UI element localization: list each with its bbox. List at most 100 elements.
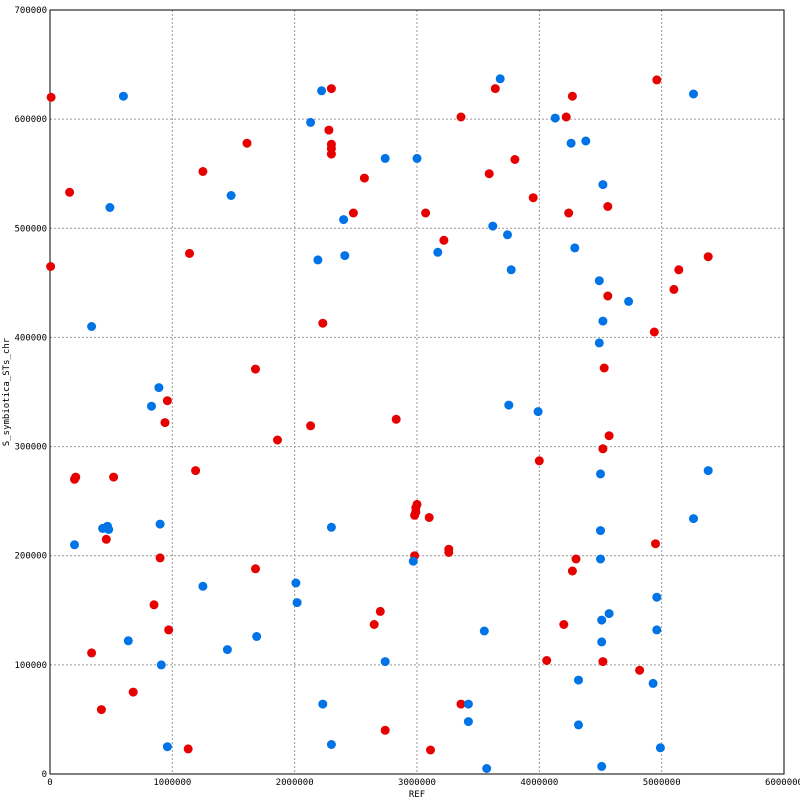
data-point: [118, 91, 128, 101]
data-point: [104, 525, 114, 534]
data-point: [359, 173, 369, 183]
data-point: [594, 338, 604, 348]
x-axis-label: REF: [409, 790, 425, 800]
x-tick-label: 4000000: [520, 778, 558, 788]
data-point: [566, 138, 576, 148]
y-tick-label: 700000: [14, 6, 47, 16]
data-point: [597, 761, 607, 771]
data-point: [318, 318, 328, 328]
data-point: [439, 235, 449, 245]
data-point: [313, 255, 323, 265]
data-point: [567, 566, 577, 576]
data-point: [292, 598, 302, 608]
x-tick-label: 5000000: [643, 778, 681, 788]
data-point: [96, 705, 106, 715]
data-point: [375, 606, 385, 616]
data-point: [191, 466, 201, 476]
data-point: [488, 221, 498, 231]
data-point: [306, 117, 316, 127]
data-point: [251, 364, 260, 374]
y-tick-label: 600000: [14, 115, 47, 125]
data-point: [324, 125, 334, 135]
data-point: [147, 401, 156, 411]
data-point: [251, 564, 260, 574]
data-point: [391, 414, 401, 424]
plot-frame: [49, 9, 785, 775]
data-point: [652, 75, 662, 85]
data-point: [369, 620, 379, 629]
data-point: [318, 699, 328, 709]
data-point: [635, 665, 645, 675]
data-point: [703, 466, 713, 476]
data-point: [380, 725, 390, 735]
data-point: [534, 456, 544, 466]
data-point: [444, 544, 454, 554]
data-point: [252, 632, 262, 641]
y-tick-label: 200000: [14, 552, 47, 562]
data-point: [456, 699, 466, 709]
data-point: [495, 74, 505, 84]
data-point: [598, 657, 608, 667]
data-point: [506, 265, 516, 275]
data-point: [123, 636, 133, 646]
data-point: [340, 251, 350, 261]
data-point: [101, 534, 111, 544]
x-tick-label: 0: [47, 778, 52, 788]
data-point: [669, 284, 679, 294]
data-point: [574, 720, 583, 730]
data-point: [339, 215, 349, 225]
data-point: [463, 699, 473, 709]
x-tick-label: 1000000: [153, 778, 191, 788]
data-point: [567, 91, 577, 101]
data-point: [542, 656, 552, 665]
data-point: [164, 625, 174, 635]
data-point: [433, 247, 443, 257]
data-point: [183, 744, 193, 754]
data-point: [703, 252, 713, 262]
data-point: [380, 153, 390, 163]
data-point: [326, 522, 336, 532]
data-point: [655, 743, 665, 753]
data-point: [162, 396, 172, 406]
data-point: [674, 265, 684, 275]
data-point: [65, 187, 75, 197]
data-point: [598, 180, 608, 190]
data-point: [571, 554, 581, 564]
data-point: [533, 407, 543, 417]
data-point: [380, 657, 390, 667]
data-point: [561, 112, 571, 122]
data-point: [408, 556, 418, 566]
data-point: [598, 316, 608, 326]
data-point: [597, 637, 607, 647]
tick-labels: 0 1000000 2000000 3000000 4000000 5000000 6000…: [14, 6, 800, 788]
data-point: [155, 519, 165, 529]
data-point: [109, 472, 119, 482]
data-point: [222, 645, 232, 655]
data-point: [564, 208, 574, 218]
y-tick-label: 0: [42, 770, 47, 780]
data-point: [326, 149, 336, 159]
data-point: [456, 112, 466, 122]
data-point: [326, 740, 336, 749]
x-tick-label: 3000000: [398, 778, 436, 788]
data-point: [226, 191, 236, 200]
data-point: [154, 383, 164, 393]
y-tick-label: 400000: [14, 333, 47, 343]
data-point: [242, 138, 252, 148]
data-point: [649, 327, 659, 337]
data-point: [624, 296, 634, 306]
data-point: [484, 169, 494, 179]
data-point: [291, 578, 301, 588]
x-tick-label: 6000000: [765, 778, 800, 788]
data-point: [46, 92, 56, 102]
data-point: [604, 609, 614, 619]
y-tick-label: 500000: [14, 224, 47, 234]
data-point: [160, 418, 170, 428]
data-point: [510, 155, 520, 164]
y-tick-label: 100000: [14, 661, 47, 671]
data-point: [598, 444, 608, 454]
data-point: [426, 745, 435, 755]
data-point: [412, 153, 422, 163]
data-point: [599, 363, 609, 373]
